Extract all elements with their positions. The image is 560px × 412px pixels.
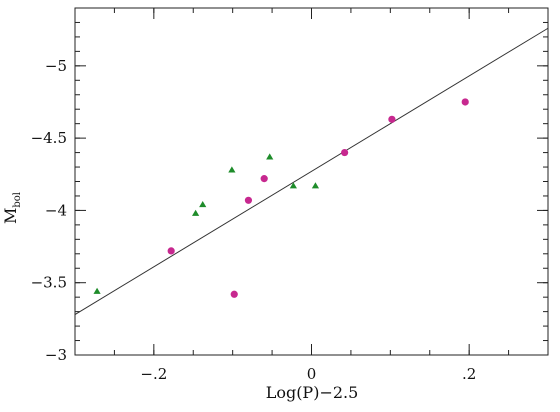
y-tick-label: −5: [45, 57, 67, 75]
data-point-triangle: [289, 182, 297, 189]
data-point-triangle: [192, 209, 200, 216]
data-point-triangle: [311, 182, 320, 189]
y-tick-label: −3.5: [31, 274, 67, 292]
tick-labels-layer: −.2 0 .2 −3 −3.5 −4 −4.5 −5: [31, 57, 477, 383]
y-tick-label: −4.5: [31, 129, 67, 147]
x-tick-label: 0: [307, 365, 317, 383]
y-tick-label: −3: [45, 346, 67, 364]
x-tick-label: −.2: [140, 365, 167, 383]
data-point-circle: [230, 290, 238, 298]
data-points-layer: [93, 98, 469, 298]
x-tick-label: .2: [462, 365, 476, 383]
data-point-triangle: [199, 201, 207, 208]
data-point-circle: [260, 175, 268, 183]
data-point-triangle: [266, 153, 274, 160]
data-point-circle: [461, 98, 469, 106]
x-axis-title: Log(P)−2.5: [266, 383, 359, 402]
data-point-circle: [341, 148, 349, 157]
data-point-circle: [244, 196, 253, 204]
plot-frame: [74, 7, 549, 356]
grid-ticks-layer: [75, 7, 549, 356]
data-point-triangle: [93, 287, 101, 294]
y-axis-title-main: M: [1, 208, 20, 224]
data-point-triangle: [228, 166, 236, 173]
data-point-circle: [167, 247, 175, 255]
y-tick-label: −4: [45, 201, 67, 219]
y-axis-title: Mbol: [1, 192, 23, 224]
y-axis-title-sub: bol: [12, 192, 23, 208]
regression-line: [74, 27, 549, 315]
data-point-circle: [388, 115, 396, 123]
